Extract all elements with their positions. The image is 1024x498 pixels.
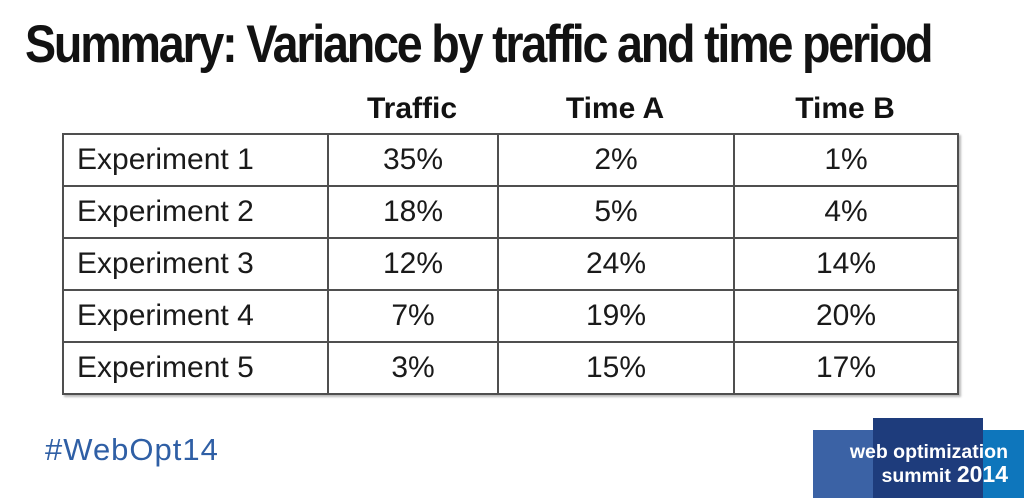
cell-time-b: 17% [733,341,959,395]
cell-time-b: 20% [733,289,959,343]
cell-time-b: 14% [733,237,959,291]
cell-time-b: 4% [733,185,959,239]
row-label: Experiment 3 [62,237,329,291]
logo-text: web optimization summit 2014 [850,441,1008,487]
logo-year: 2014 [956,461,1008,487]
logo-square-bright [983,430,1024,498]
variance-table: Experiment 1 35% 2% 1% Experiment 2 18% … [62,133,959,395]
cell-traffic: 18% [327,185,499,239]
row-label: Experiment 4 [62,289,329,343]
row-label: Experiment 5 [62,341,329,395]
cell-time-a: 19% [497,289,735,343]
table-row: Experiment 4 7% 19% 20% [62,289,959,343]
cell-traffic: 12% [327,237,499,291]
logo-square-navy [873,418,983,498]
column-header-time-b: Time B [795,92,895,125]
cell-time-a: 2% [497,133,735,187]
event-hashtag: #WebOpt14 [45,432,219,467]
cell-time-a: 5% [497,185,735,239]
row-label: Experiment 2 [62,185,329,239]
logo-summit-label: summit [881,465,951,487]
column-header-spacer [62,92,327,126]
cell-time-b: 1% [733,133,959,187]
table-row: Experiment 2 18% 5% 4% [62,185,959,239]
cell-traffic: 7% [327,289,499,343]
cell-time-a: 15% [497,341,735,395]
cell-time-a: 24% [497,237,735,291]
column-header-time-a: Time A [565,92,665,125]
row-label: Experiment 1 [62,133,329,187]
logo-line2: summit 2014 [850,461,1008,488]
table-row: Experiment 5 3% 15% 17% [62,341,959,395]
slide-title: Summary: Variance by traffic and time pe… [25,15,933,74]
cell-traffic: 35% [327,133,499,187]
web-optimization-summit-logo: web optimization summit 2014 [813,418,1024,498]
logo-line1: web optimization [849,441,1008,463]
cell-traffic: 3% [327,341,499,395]
table-column-headers: Traffic Time A Time B [62,92,957,126]
table-row: Experiment 3 12% 24% 14% [62,237,959,291]
table-row: Experiment 1 35% 2% 1% [62,133,959,187]
column-header-traffic: Traffic [366,92,458,125]
